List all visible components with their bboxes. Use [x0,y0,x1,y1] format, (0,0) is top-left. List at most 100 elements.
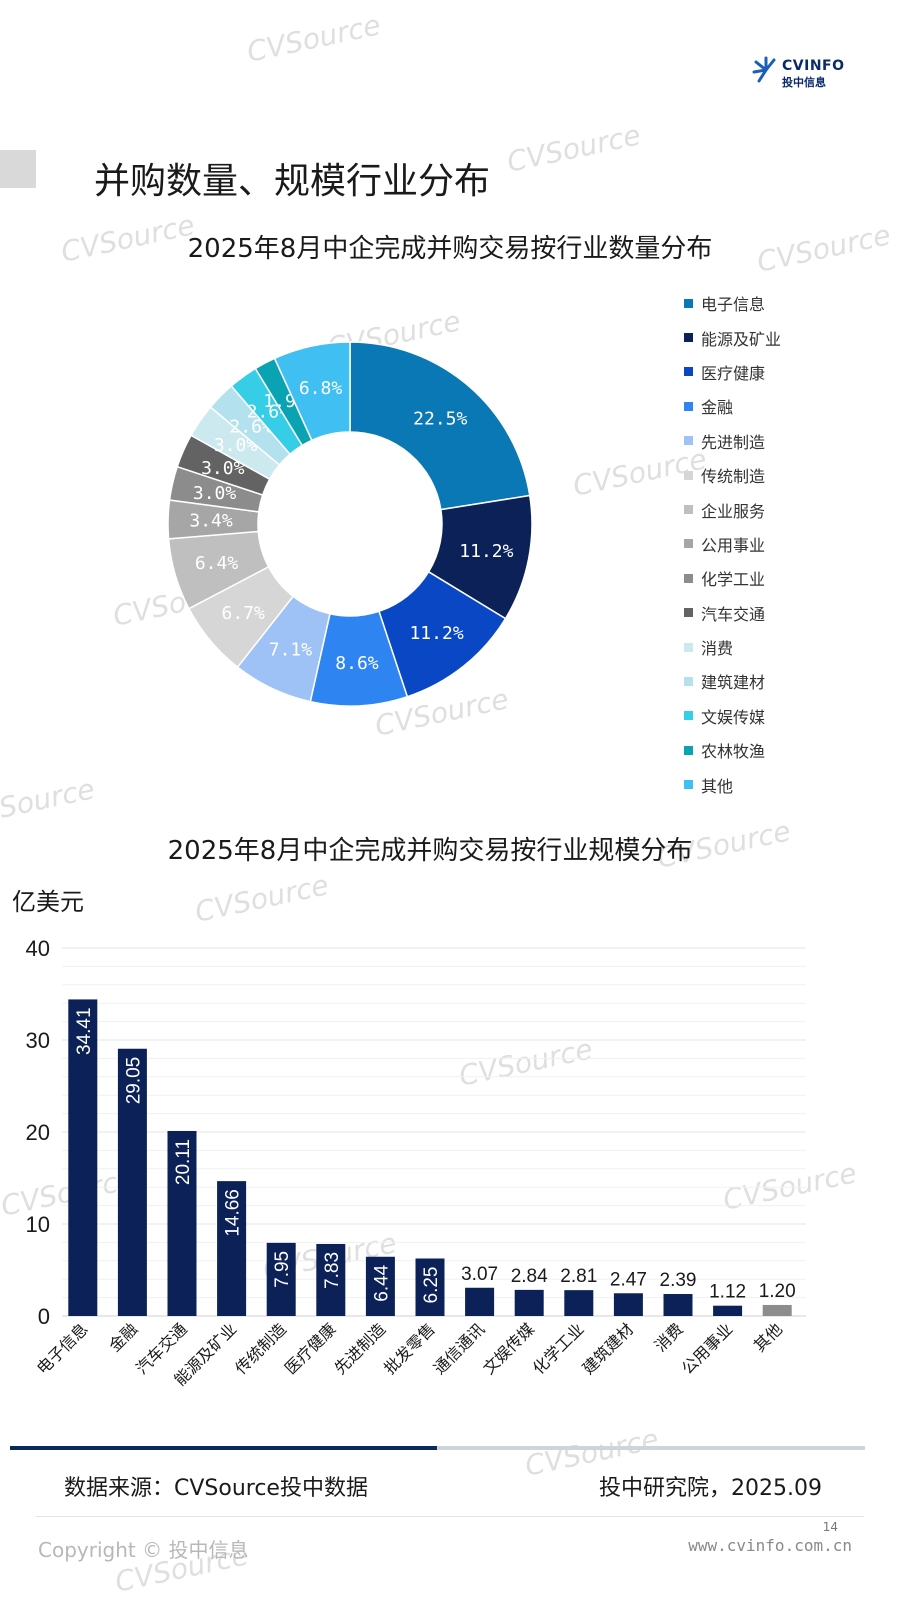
bar [713,1305,743,1316]
legend-label: 化学工业 [701,570,766,590]
bar-value-label: 6.25 [421,1267,442,1304]
pie-slice-label: 7.1% [269,640,313,661]
x-tick-label: 通信通讯 [430,1319,489,1378]
pie-slice [273,341,351,442]
y-tick-label: 0 [38,1304,50,1329]
bar [613,1293,643,1316]
legend-swatch [684,367,693,377]
bar [266,1242,296,1316]
data-source: 数据来源：CVSource投中数据 [64,1476,368,1501]
x-tick-label: 消费 [651,1319,687,1355]
bar [514,1289,544,1316]
watermark: CVSource [192,868,332,929]
pie-legend: 电子信息能源及矿业医疗健康金融先进制造传统制造企业服务 公用事业化学工业汽车交通消… [684,286,781,802]
bar-value-label: 34.41 [74,1007,95,1055]
bar [564,1290,594,1316]
legend-swatch [684,745,693,755]
legend-item: 公用事业 [684,527,781,561]
footer-divider [36,1516,864,1517]
watermark: CVSource [244,8,384,69]
progress-fill [10,1446,437,1450]
x-tick-label: 医疗健康 [281,1319,340,1378]
bar [316,1243,346,1316]
legend-item: 化学工业 [684,561,781,595]
legend-item: 企业服务 [684,492,781,526]
legend-swatch [684,470,693,480]
cvinfo-logo: CVINFO 投中信息 [752,56,848,90]
bar [663,1294,693,1316]
x-tick-label: 文娱传媒 [479,1319,538,1378]
bar-value-label: 3.07 [461,1264,498,1285]
legend-item: 传统制造 [684,458,781,492]
legend-swatch [684,401,693,411]
pie-slice-label: 3.0% [214,435,258,456]
pie-slice-label: 22.5% [413,408,467,429]
legend-item: 文娱传媒 [684,699,781,733]
bar-value-label: 6.44 [371,1264,392,1301]
logo-subtext: 投中信息 [782,76,826,89]
legend-swatch [684,539,693,549]
legend-item: 能源及矿业 [684,320,781,354]
x-tick-label: 其他 [750,1319,786,1355]
legend-item: 先进制造 [684,424,781,458]
legend-item: 金融 [684,389,781,423]
pie-slice-label: 11.2% [409,623,463,644]
donut-chart: 22.5%11.2%11.2%8.6%7.1%6.7%6.4%3.4%3.0%3… [167,341,533,707]
legend-swatch [684,573,693,583]
watermark: CVSource [504,118,644,179]
bar [365,1256,395,1316]
legend-item: 其他 [684,767,781,801]
pie-slice-label: 8.6% [335,653,379,674]
legend-item: 农林牧渔 [684,733,781,767]
x-tick-label: 公用事业 [678,1319,737,1378]
legend-label: 消费 [701,639,734,659]
pie-slice-label: 6.8% [299,378,343,399]
bar [465,1287,495,1316]
legend-label: 先进制造 [701,432,766,452]
logo-mark-icon [752,56,776,83]
legend-label: 电子信息 [701,295,766,315]
legend-swatch [684,676,693,686]
bar-value-label: 2.39 [660,1270,697,1291]
y-tick-label: 20 [26,1120,50,1145]
bar [167,1130,197,1316]
y-tick-label: 10 [26,1212,50,1237]
pie-slice-label: 3.0% [201,458,245,479]
legend-label: 汽车交通 [701,604,766,624]
bar [117,1048,147,1316]
legend-label: 医疗健康 [701,363,766,383]
title-accent-bar [0,150,36,188]
legend-label: 传统制造 [701,467,766,487]
bar-value-label: 2.84 [511,1266,548,1287]
bar [762,1304,792,1316]
bar [415,1258,445,1316]
logo-text: CVINFO [782,58,845,74]
pie-slice-label: 3.4% [189,511,233,532]
page-title: 并购数量、规模行业分布 [94,161,491,202]
pie-slice-label: 11.2% [459,541,513,562]
legend-item: 电子信息 [684,286,781,320]
legend-label: 建筑建材 [701,673,766,693]
bar-value-label: 2.81 [560,1266,597,1287]
x-tick-label: 传统制造 [231,1319,290,1378]
x-tick-label: 先进制造 [331,1319,390,1378]
pie-slice-label: 6.4% [195,553,239,574]
bar-value-label: 2.47 [610,1269,647,1290]
legend-label: 金融 [701,398,734,418]
pie-slice-label: 6.7% [221,603,265,624]
bar-value-label: 7.95 [272,1251,293,1288]
watermark: CVSource [0,772,98,833]
pie-slice-label: 3.0% [193,483,237,504]
bar-chart-title: 2025年8月中企完成并购交易按行业规模分布 [167,836,693,866]
x-tick-label: 金融 [105,1319,141,1355]
page-number: 14 [822,1520,838,1534]
legend-item: 医疗健康 [684,355,781,389]
bar [217,1181,247,1316]
progress-track [10,1446,865,1450]
website-url[interactable]: www.cvinfo.com.cn [688,1536,852,1555]
pie-chart-title: 2025年8月中企完成并购交易按行业数量分布 [187,234,713,264]
legend-swatch [684,298,693,308]
legend-item: 消费 [684,630,781,664]
y-tick-label: 30 [26,1028,50,1053]
legend-swatch [684,436,693,446]
